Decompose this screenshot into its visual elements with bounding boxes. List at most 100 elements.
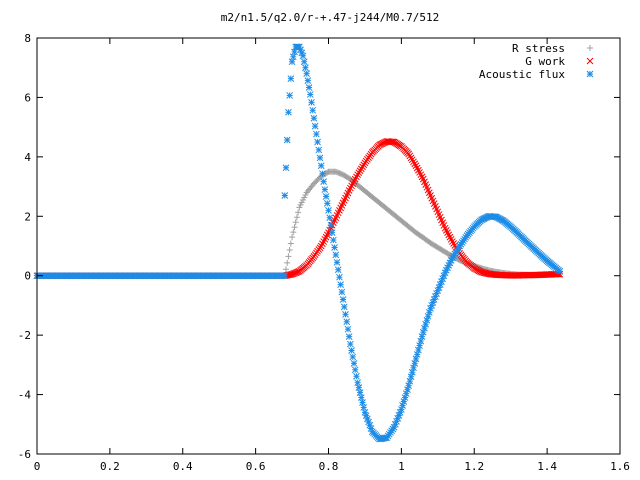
- data-point: [404, 386, 411, 393]
- data-point: [299, 52, 307, 60]
- x-tick-label: 1.2: [464, 460, 484, 473]
- data-point: [360, 404, 368, 411]
- series-cross: [33, 138, 564, 280]
- data-point: [425, 309, 433, 316]
- data-point: [360, 161, 368, 169]
- x-tick-label: 0.6: [246, 460, 266, 473]
- data-point: [421, 324, 428, 332]
- data-point: [300, 58, 308, 66]
- data-point: [402, 390, 410, 397]
- data-point: [556, 267, 564, 275]
- plot-marks: [33, 43, 564, 443]
- y-tick-label: -6: [18, 448, 31, 461]
- data-point: [309, 106, 317, 114]
- data-point: [338, 288, 346, 296]
- data-point: [326, 214, 334, 222]
- data-point: [343, 318, 351, 326]
- legend-label: G work: [525, 55, 565, 68]
- y-tick-label: 4: [24, 151, 31, 164]
- data-point: [357, 394, 365, 401]
- data-point: [334, 266, 342, 274]
- data-point: [315, 146, 323, 154]
- data-point: [288, 58, 296, 66]
- data-point: [407, 373, 415, 381]
- data-point: [355, 169, 363, 177]
- data-point: [337, 281, 344, 288]
- data-point: [340, 303, 348, 311]
- data-point: [287, 271, 295, 278]
- data-point: [405, 150, 413, 158]
- data-point: [290, 229, 297, 236]
- data-point: [285, 108, 292, 116]
- data-point: [331, 244, 338, 251]
- data-point: [293, 214, 300, 221]
- data-point: [286, 92, 293, 99]
- data-point: [289, 53, 297, 61]
- data-point: [295, 209, 302, 216]
- data-point: [357, 165, 365, 173]
- data-point: [347, 340, 354, 348]
- data-point: [359, 399, 366, 406]
- data-point: [333, 258, 341, 266]
- data-point: [406, 152, 414, 160]
- data-point: [408, 156, 416, 164]
- data-point: [405, 382, 413, 390]
- data-point: [303, 70, 310, 78]
- y-tick-label: -2: [18, 329, 31, 342]
- y-axis: -6 -4 -2 0 2 4 6 8: [18, 32, 620, 461]
- data-point: [304, 77, 312, 84]
- data-point: [287, 75, 295, 82]
- data-point: [355, 384, 363, 391]
- data-point: [317, 162, 325, 170]
- data-point: [282, 164, 290, 172]
- data-point: [423, 316, 431, 324]
- data-point: [310, 114, 318, 122]
- data-point: [292, 219, 299, 226]
- data-point: [415, 346, 422, 354]
- legend-label: R stress: [512, 42, 565, 55]
- data-point: [336, 273, 343, 281]
- data-point: [411, 160, 419, 168]
- data-point: [351, 366, 359, 374]
- data-point: [306, 91, 314, 98]
- data-point: [330, 236, 337, 244]
- x-tick-label: 0.4: [173, 460, 193, 473]
- data-point: [401, 394, 409, 401]
- data-point: [418, 333, 426, 340]
- data-point: [411, 360, 419, 367]
- data-point: [356, 167, 364, 175]
- data-point: [406, 377, 414, 385]
- y-tick-label: 8: [24, 32, 31, 45]
- data-point: [328, 229, 336, 236]
- data-point: [400, 398, 408, 405]
- data-point: [327, 221, 335, 229]
- x-axis: 0 0.2 0.4 0.6 0.8 1 1.2 1.4 1.6: [34, 38, 630, 473]
- legend-marker: [586, 70, 594, 78]
- legend-marker: [586, 57, 594, 65]
- data-point: [289, 234, 296, 241]
- data-point: [413, 351, 421, 358]
- data-point: [283, 136, 291, 144]
- data-point: [348, 347, 355, 354]
- data-point: [408, 368, 416, 376]
- data-point: [287, 240, 294, 247]
- data-point: [320, 178, 327, 185]
- x-tick-label: 1: [398, 460, 405, 473]
- data-point: [322, 193, 330, 200]
- data-point: [344, 325, 352, 333]
- data-point: [313, 130, 320, 138]
- data-point: [281, 192, 289, 199]
- x-tick-label: 0.2: [100, 460, 120, 473]
- y-tick-label: 2: [24, 210, 31, 223]
- data-point: [345, 333, 353, 340]
- data-point: [342, 310, 349, 318]
- data-point: [286, 246, 293, 253]
- data-point: [316, 154, 324, 162]
- legend-marker: [587, 45, 593, 51]
- data-point: [399, 402, 406, 409]
- data-point: [353, 372, 360, 380]
- data-point: [417, 337, 425, 345]
- data-point: [412, 355, 420, 363]
- x-tick-label: 1.6: [610, 460, 630, 473]
